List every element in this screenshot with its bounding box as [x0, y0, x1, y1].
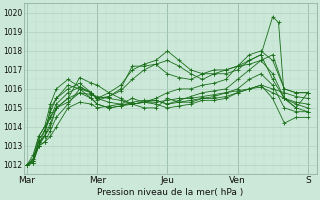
- X-axis label: Pression niveau de la mer( hPa ): Pression niveau de la mer( hPa ): [97, 188, 244, 197]
